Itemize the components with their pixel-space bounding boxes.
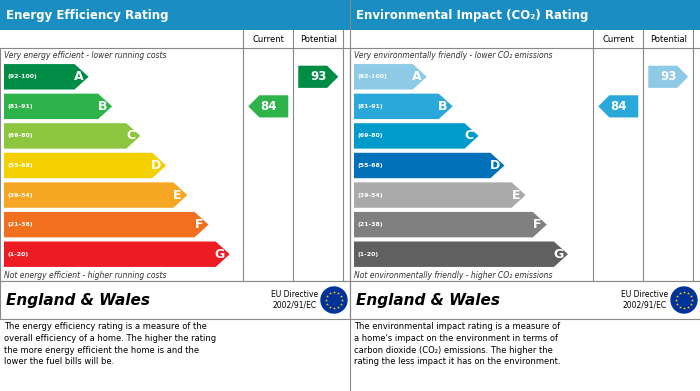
Polygon shape [248, 95, 288, 117]
Text: G: G [553, 248, 564, 261]
Bar [0, 30, 350, 281]
Text: (69-80): (69-80) [357, 133, 382, 138]
Text: (92-100): (92-100) [357, 74, 386, 79]
Text: Very environmentally friendly - lower CO₂ emissions: Very environmentally friendly - lower CO… [354, 50, 552, 59]
Text: 93: 93 [660, 70, 676, 83]
Text: F: F [533, 218, 541, 231]
Text: (39-54): (39-54) [7, 193, 33, 197]
Text: (1-20): (1-20) [357, 252, 378, 257]
Text: Energy Efficiency Rating: Energy Efficiency Rating [6, 9, 169, 22]
Text: (39-54): (39-54) [357, 193, 383, 197]
Text: 84: 84 [260, 100, 276, 113]
Text: C: C [126, 129, 135, 142]
Text: B: B [97, 100, 107, 113]
Polygon shape [354, 242, 568, 267]
Text: Potential: Potential [650, 34, 687, 43]
Polygon shape [4, 242, 230, 267]
Text: EU Directive
2002/91/EC: EU Directive 2002/91/EC [621, 290, 668, 310]
Text: The energy efficiency rating is a measure of the
overall efficiency of a home. T: The energy efficiency rating is a measur… [4, 322, 216, 366]
Text: A: A [74, 70, 83, 83]
Bar [350, 281, 700, 319]
Text: C: C [464, 129, 473, 142]
Text: England & Wales: England & Wales [356, 292, 500, 307]
Polygon shape [4, 182, 188, 208]
Text: (21-38): (21-38) [7, 222, 33, 227]
Text: The environmental impact rating is a measure of
a home's impact on the environme: The environmental impact rating is a mea… [354, 322, 561, 366]
Bar [0, 281, 350, 319]
Text: 93: 93 [310, 70, 326, 83]
Polygon shape [354, 182, 526, 208]
Text: (81-91): (81-91) [7, 104, 33, 109]
Polygon shape [354, 212, 547, 237]
Text: Environmental Impact (CO₂) Rating: Environmental Impact (CO₂) Rating [356, 9, 589, 22]
Text: G: G [215, 248, 225, 261]
Text: Current: Current [602, 34, 634, 43]
Text: (69-80): (69-80) [7, 133, 32, 138]
Polygon shape [354, 93, 453, 119]
Text: Not environmentally friendly - higher CO₂ emissions: Not environmentally friendly - higher CO… [354, 271, 552, 280]
Text: 84: 84 [610, 100, 627, 113]
Polygon shape [354, 153, 505, 178]
Bar [0, 0, 350, 30]
Circle shape [321, 287, 347, 313]
Text: D: D [489, 159, 500, 172]
Text: England & Wales: England & Wales [6, 292, 150, 307]
Bar [350, 30, 700, 48]
Polygon shape [4, 153, 166, 178]
Bar [0, 30, 350, 48]
Text: (55-68): (55-68) [357, 163, 383, 168]
Text: (21-38): (21-38) [357, 222, 383, 227]
Bar [350, 30, 700, 281]
Polygon shape [4, 64, 89, 90]
Text: (55-68): (55-68) [7, 163, 33, 168]
Text: Current: Current [252, 34, 284, 43]
Text: D: D [151, 159, 162, 172]
Polygon shape [4, 212, 209, 237]
Polygon shape [354, 123, 479, 149]
Text: (1-20): (1-20) [7, 252, 28, 257]
Text: EU Directive
2002/91/EC: EU Directive 2002/91/EC [271, 290, 318, 310]
Polygon shape [598, 95, 638, 117]
Text: E: E [512, 188, 520, 202]
Polygon shape [354, 64, 427, 90]
Text: (92-100): (92-100) [7, 74, 36, 79]
Circle shape [671, 287, 697, 313]
Text: E: E [174, 188, 182, 202]
Text: B: B [438, 100, 447, 113]
Text: Not energy efficient - higher running costs: Not energy efficient - higher running co… [4, 271, 167, 280]
Polygon shape [4, 93, 112, 119]
Text: A: A [412, 70, 422, 83]
Polygon shape [648, 66, 688, 88]
Text: F: F [195, 218, 203, 231]
Text: Very energy efficient - lower running costs: Very energy efficient - lower running co… [4, 50, 167, 59]
Text: Potential: Potential [300, 34, 337, 43]
Polygon shape [298, 66, 338, 88]
Bar [350, 0, 700, 30]
Polygon shape [4, 123, 140, 149]
Text: (81-91): (81-91) [357, 104, 383, 109]
